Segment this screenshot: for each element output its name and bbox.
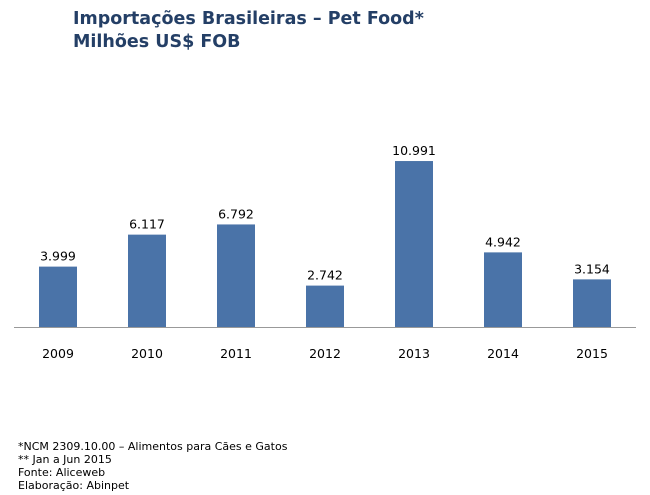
x-tick-label-2014: 2014 <box>487 346 519 361</box>
chart-title-block: Importações Brasileiras – Pet Food* Milh… <box>73 8 424 54</box>
bar-2010 <box>128 234 166 327</box>
data-label-2010: 6.117 <box>129 217 165 232</box>
data-label-2013: 10.991 <box>392 143 436 158</box>
bar-2015 <box>573 279 611 327</box>
data-label-2011: 6.792 <box>218 206 254 221</box>
bar-2013 <box>395 161 433 327</box>
footnote-period: ** Jan a Jun 2015 <box>18 453 112 466</box>
data-label-2012: 2.742 <box>307 268 343 283</box>
footnote-source: Fonte: Aliceweb <box>18 466 106 479</box>
data-label-2015: 3.154 <box>574 261 610 276</box>
x-tick-label-2010: 2010 <box>131 346 163 361</box>
bar-2014 <box>484 252 522 327</box>
footnote-ncm: *NCM 2309.10.00 – Alimentos para Cães e … <box>18 440 288 453</box>
bar-2011 <box>217 224 255 327</box>
footnotes: *NCM 2309.10.00 – Alimentos para Cães e … <box>18 440 287 492</box>
bar-2009 <box>39 266 77 327</box>
data-label-2014: 4.942 <box>485 234 521 249</box>
data-label-2009: 3.999 <box>40 249 76 264</box>
x-tick-label-2011: 2011 <box>220 346 252 361</box>
bar-2012 <box>306 285 344 327</box>
chart-subtitle: Milhões US$ FOB <box>73 32 241 52</box>
x-tick-label-2015: 2015 <box>576 346 608 361</box>
bar-chart: 3.999 2009 6.117 2010 6.792 2011 2.742 2012 10.9… <box>14 143 636 361</box>
footnote-elaboration: Elaboração: Abinpet <box>18 479 130 492</box>
chart-title: Importações Brasileiras – Pet Food* <box>73 9 424 29</box>
x-tick-label-2012: 2012 <box>309 346 341 361</box>
x-tick-label-2009: 2009 <box>42 346 74 361</box>
x-tick-label-2013: 2013 <box>398 346 430 361</box>
